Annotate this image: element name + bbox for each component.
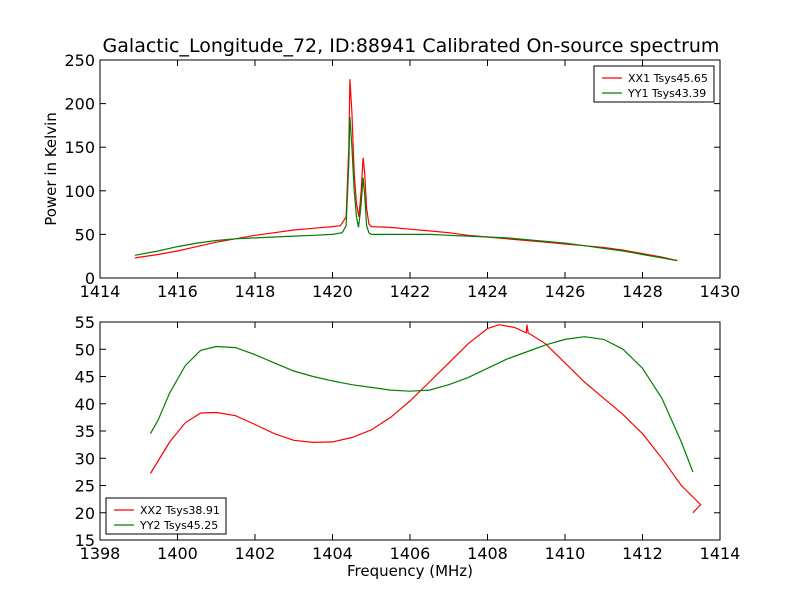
- top-legend: XX1 Tsys45.65 YY1 Tsys43.39: [593, 65, 715, 103]
- top-legend-label-1: XX1 Tsys45.65: [628, 72, 708, 85]
- top-y-tick-label: 100: [64, 182, 95, 201]
- top-x-tick-label: 1414: [80, 282, 121, 301]
- top-y-tick-label: 150: [64, 138, 95, 157]
- top-legend-label-2: YY1 Tsys43.39: [627, 87, 706, 100]
- top-x-tick-label: 1426: [545, 282, 586, 301]
- bottom-x-tick-label: 1408: [467, 544, 508, 563]
- top-y-tick-label: 200: [64, 95, 95, 114]
- top-y-tick-label: 50: [75, 225, 95, 244]
- bottom-spectrum-panel: 1398 1400 1402 1404 1406 1408 1410 1412 1414 15 20…: [75, 313, 741, 563]
- top-y-tick-label: 0: [85, 269, 95, 288]
- bottom-x-tick-label: 1398: [80, 544, 121, 563]
- bottom-x-tick-label: 1406: [390, 544, 431, 563]
- bottom-y-tick-label: 15: [75, 531, 95, 550]
- bottom-legend-label-1: XX2 Tsys38.91: [140, 504, 220, 517]
- top-spectrum-panel: 1414 1416 1418 1420 1422 1424 1426 1428 1430 0 50 1…: [64, 51, 740, 301]
- bottom-x-tick-label: 1410: [545, 544, 586, 563]
- bottom-y-tick-label: 25: [75, 477, 95, 496]
- bottom-y-tick-label: 20: [75, 504, 95, 523]
- top-x-tick-label: 1416: [157, 282, 198, 301]
- top-series-line-2: [134, 116, 678, 262]
- bottom-x-tick-label: 1414: [700, 544, 741, 563]
- bottom-y-tick-label: 45: [75, 368, 95, 387]
- bottom-y-tick-label: 55: [75, 313, 95, 332]
- top-x-tick-label: 1420: [312, 282, 353, 301]
- bottom-series-line-1: [149, 324, 702, 514]
- top-series-line-1: [134, 79, 678, 262]
- bottom-x-tick-label: 1402: [235, 544, 276, 563]
- top-y-tick-label: 250: [64, 51, 95, 70]
- bottom-y-tick-label: 30: [75, 449, 95, 468]
- bottom-series-line-2: [149, 336, 694, 473]
- top-x-tick-label: 1424: [467, 282, 508, 301]
- top-y-axis-label: Power in Kelvin: [42, 112, 60, 226]
- bottom-x-tick-label: 1404: [312, 544, 353, 563]
- top-x-tick-label: 1428: [622, 282, 663, 301]
- top-legend-box: [593, 65, 715, 103]
- bottom-legend: XX2 Tsys38.91 YY2 Tsys45.25: [105, 497, 227, 535]
- bottom-legend-box: [105, 497, 227, 535]
- top-x-tick-label: 1418: [235, 282, 276, 301]
- top-x-tick-label: 1422: [390, 282, 431, 301]
- bottom-x-tick-label: 1412: [622, 544, 663, 563]
- bottom-y-tick-label: 50: [75, 340, 95, 359]
- chart-title: Galactic_Longitude_72, ID:88941 Calibrat…: [103, 35, 720, 57]
- top-x-tick-label: 1430: [700, 282, 741, 301]
- bottom-x-axis-label: Frequency (MHz): [347, 562, 473, 580]
- bottom-x-tick-label: 1400: [157, 544, 198, 563]
- bottom-y-tick-label: 40: [75, 395, 95, 414]
- bottom-legend-label-2: YY2 Tsys45.25: [139, 519, 218, 532]
- bottom-y-tick-label: 35: [75, 422, 95, 441]
